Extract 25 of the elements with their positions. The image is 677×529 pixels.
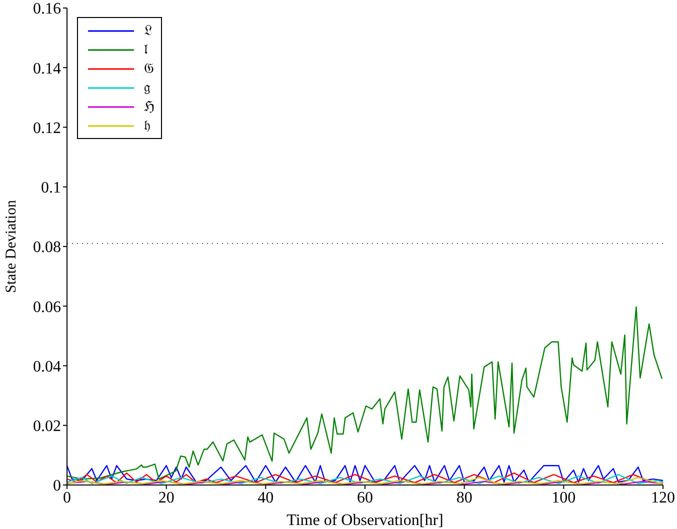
y-tick-label: 0.06 <box>33 298 61 316</box>
legend-label: 𝔏 <box>144 22 152 38</box>
y-tick-label: 0 <box>53 478 61 495</box>
y-tick-label: 0.16 <box>33 0 61 18</box>
y-tick-label: 0.1 <box>41 180 61 197</box>
x-axis-title: Time of Observation[hr] <box>286 512 444 529</box>
y-tick-label: 0.14 <box>33 60 61 78</box>
x-tick-label: 80 <box>456 489 472 506</box>
x-tick-label: 20 <box>158 489 174 506</box>
legend-label: 𝔤 <box>144 80 150 96</box>
legend-label: 𝔥 <box>144 118 150 134</box>
y-axis-title: State Deviation <box>3 200 20 293</box>
x-tick-label: 60 <box>357 489 373 506</box>
x-tick-label: 100 <box>552 489 576 506</box>
x-tick-label: 120 <box>651 489 675 506</box>
y-tick-label: 0.04 <box>33 358 61 376</box>
line-series <box>67 306 663 480</box>
legend-label: 𝔩 <box>144 42 148 58</box>
legend-label: 𝔊 <box>144 60 154 76</box>
y-tick-label: 0.12 <box>33 120 61 137</box>
y-tick-label: 0.08 <box>33 239 61 256</box>
y-tick-label: 0.02 <box>33 418 61 436</box>
legend-label: ℌ <box>144 98 155 114</box>
x-tick-label: 40 <box>258 489 274 506</box>
line-series <box>67 465 663 483</box>
